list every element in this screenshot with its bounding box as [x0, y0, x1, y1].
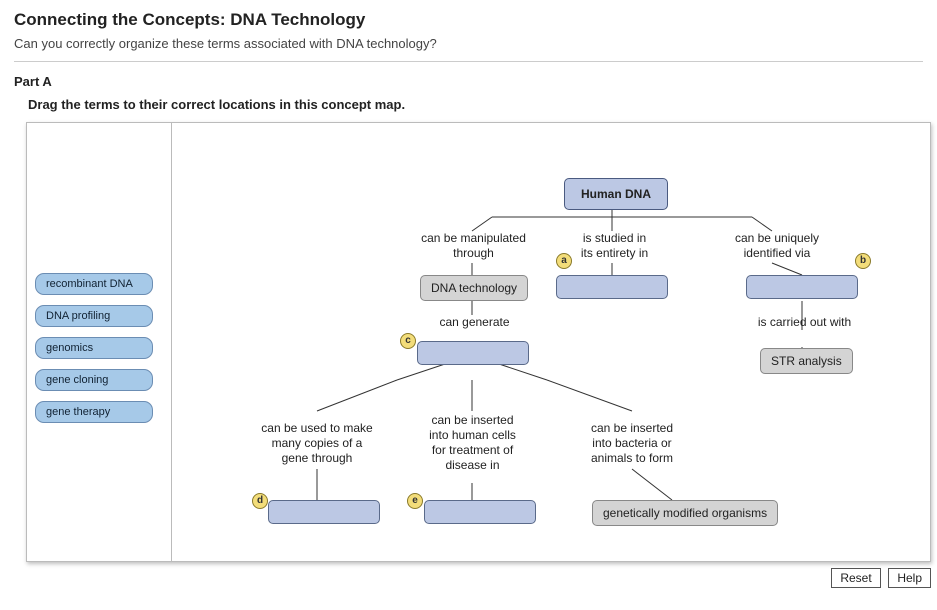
label-carried: is carried out with [742, 315, 867, 330]
node-dna-technology: DNA technology [420, 275, 528, 301]
button-row: Reset Help [26, 568, 931, 588]
label-inserted-human: can be insertedinto human cellsfor treat… [410, 413, 535, 473]
label-inserted-bacteria: can be insertedinto bacteria oranimals t… [572, 421, 692, 466]
term-dna-profiling[interactable]: DNA profiling [35, 305, 153, 327]
label-generate: can generate [432, 315, 517, 330]
term-recombinant-dna[interactable]: recombinant DNA [35, 273, 153, 295]
marker-e: e [407, 493, 423, 509]
dropzone-b[interactable] [746, 275, 858, 299]
term-gene-cloning[interactable]: gene cloning [35, 369, 153, 391]
marker-c: c [400, 333, 416, 349]
instructions: Drag the terms to their correct location… [28, 97, 923, 112]
label-manipulated: can be manipulatedthrough [406, 231, 541, 261]
node-human-dna: Human DNA [564, 178, 668, 210]
dropzone-d[interactable] [268, 500, 380, 524]
page-title: Connecting the Concepts: DNA Technology [14, 10, 923, 30]
divider [14, 61, 923, 62]
marker-a: a [556, 253, 572, 269]
label-copies: can be used to makemany copies of agene … [247, 421, 387, 466]
term-genomics[interactable]: genomics [35, 337, 153, 359]
term-panel: recombinant DNA DNA profiling genomics g… [27, 123, 172, 561]
node-gmo: genetically modified organisms [592, 500, 778, 526]
dropzone-a[interactable] [556, 275, 668, 299]
concept-map: Human DNA can be manipulatedthrough is s… [172, 123, 930, 561]
activity-frame: recombinant DNA DNA profiling genomics g… [26, 122, 931, 562]
label-studied: is studied inits entirety in [567, 231, 662, 261]
part-label: Part A [14, 74, 923, 89]
marker-d: d [252, 493, 268, 509]
marker-b: b [855, 253, 871, 269]
reset-button[interactable]: Reset [831, 568, 880, 588]
help-button[interactable]: Help [888, 568, 931, 588]
dropzone-e[interactable] [424, 500, 536, 524]
term-gene-therapy[interactable]: gene therapy [35, 401, 153, 423]
page-subtitle: Can you correctly organize these terms a… [14, 36, 923, 51]
node-str-analysis: STR analysis [760, 348, 853, 374]
dropzone-c[interactable] [417, 341, 529, 365]
connector-lines [172, 123, 930, 561]
label-uniquely: can be uniquelyidentified via [717, 231, 837, 261]
